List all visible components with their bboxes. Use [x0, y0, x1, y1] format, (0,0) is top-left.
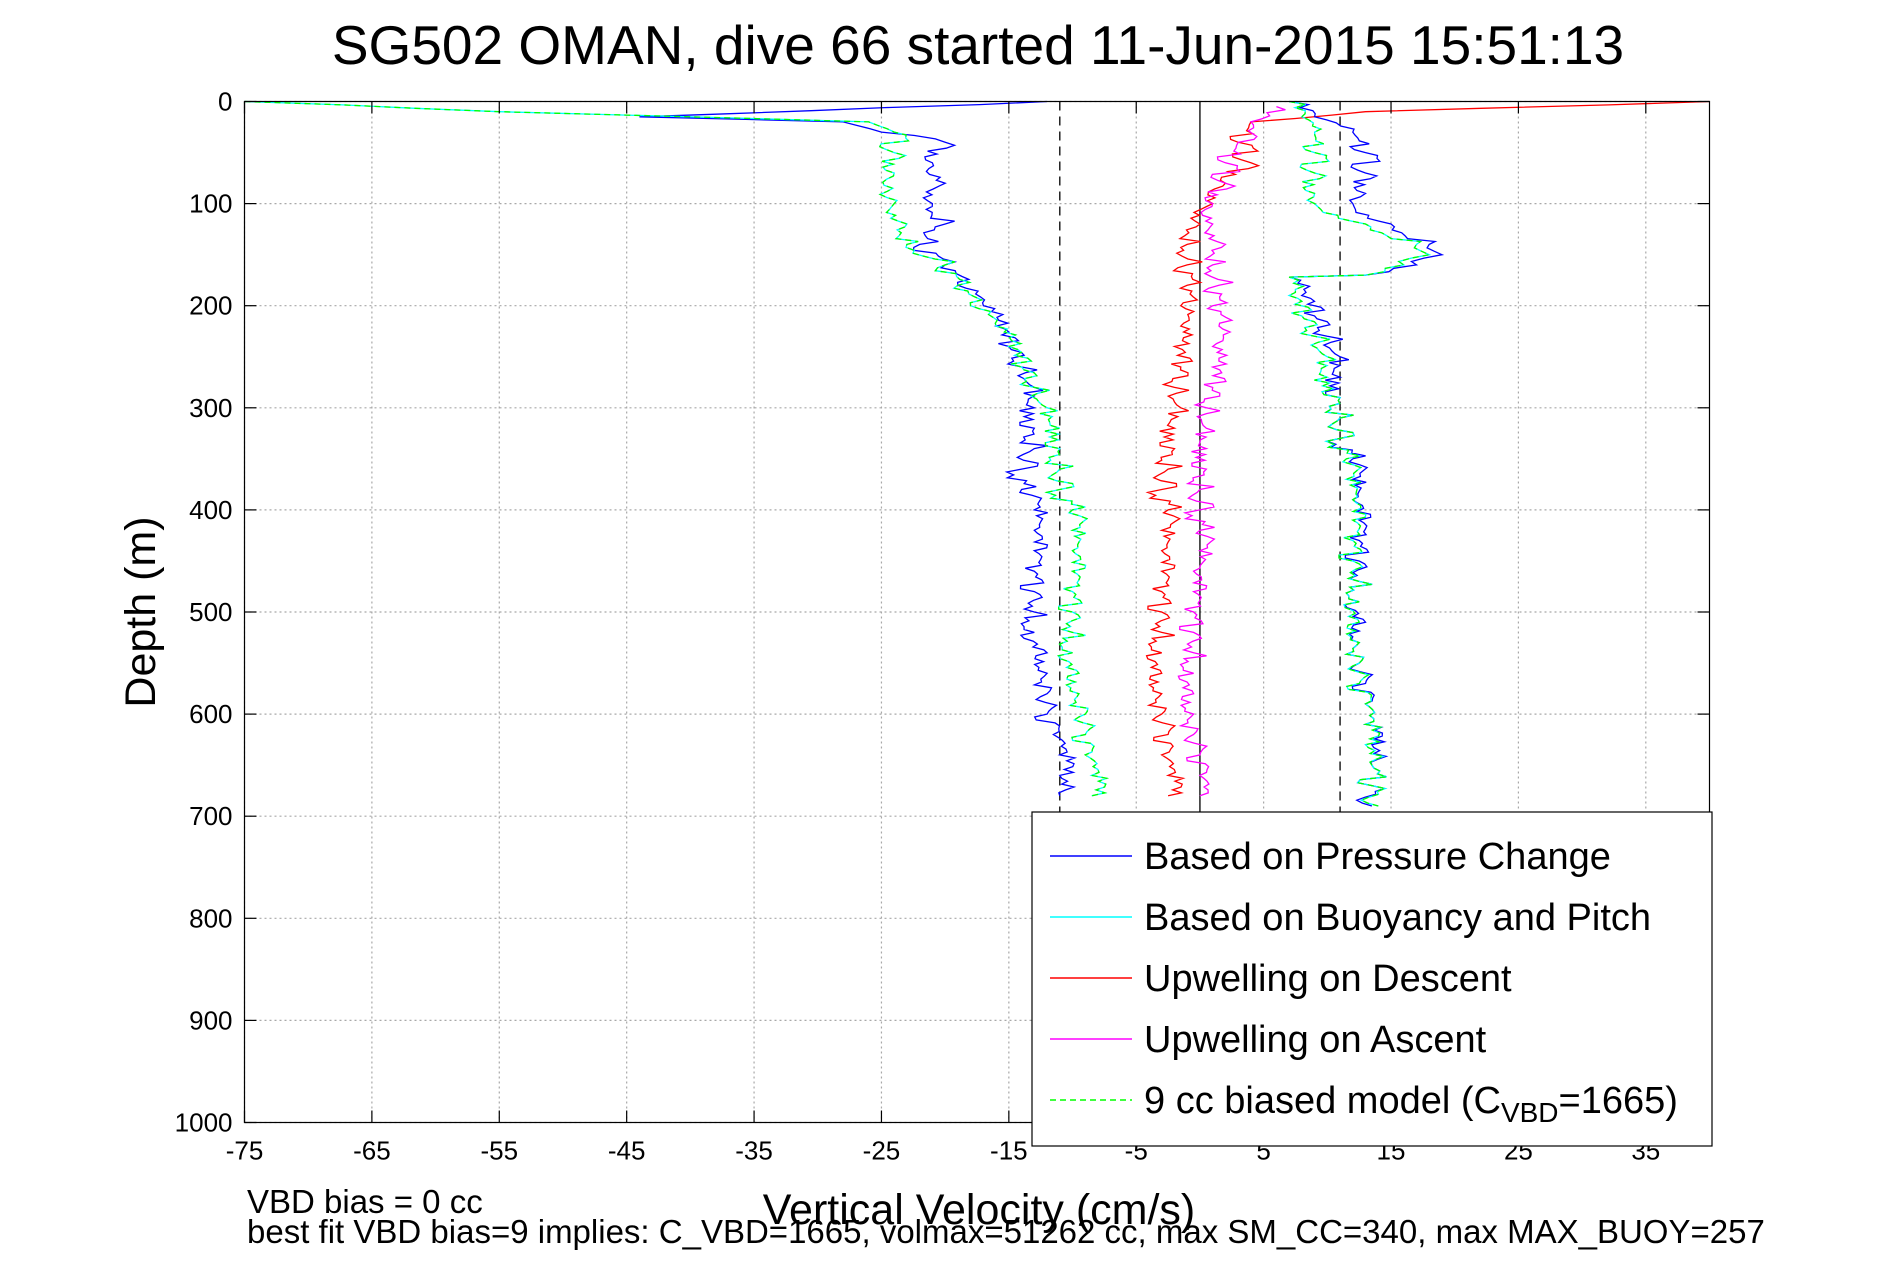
y-tick-label: 0 [218, 87, 232, 117]
legend-label-text: Upwelling on Ascent [1144, 1019, 1487, 1061]
y-tick-labels: 0 100 200 300 400 500 600 700 800 900 1000 [175, 87, 233, 1138]
x-tick-label: -25 [863, 1136, 901, 1166]
chart-title: SG502 OMAN, dive 66 started 11-Jun-2015 … [332, 14, 1624, 76]
legend-label-3: Upwelling on Ascent [1144, 1019, 1487, 1061]
legend-label-0: Based on Pressure Change [1144, 836, 1611, 878]
legend-label-text: Based on Pressure Change [1144, 836, 1611, 878]
series-line-5 [1288, 100, 1445, 807]
legend-label-2: Upwelling on Descent [1144, 958, 1512, 1000]
series-line-4 [244, 100, 1110, 797]
legend-label-subscript: VBD [1501, 1097, 1559, 1128]
legend-label-text: 9 cc biased model (C [1144, 1080, 1501, 1122]
series-line-7 [1287, 100, 1432, 807]
legend-label-1: Based on Buoyancy and Pitch [1144, 897, 1651, 939]
y-tick-label: 900 [189, 1005, 232, 1035]
legend-label-suffix: =1665) [1559, 1080, 1678, 1122]
x-axis-label: Vertical Velocity (cm/s) [763, 1186, 1196, 1234]
y-tick-label: 800 [189, 903, 232, 933]
x-tick-label: -65 [353, 1136, 391, 1166]
x-tick-label: -75 [226, 1136, 264, 1166]
y-tick-label: 200 [189, 291, 232, 321]
series-line-2 [1145, 100, 1710, 797]
y-tick-label: 300 [189, 393, 232, 423]
legend: Based on Pressure Change Based on Buoyanc… [1031, 811, 1713, 1147]
y-tick-label: 400 [189, 495, 232, 525]
legend-label-4: 9 cc biased model (CVBD=1665) [1144, 1080, 1678, 1128]
x-tick-label: -15 [990, 1136, 1028, 1166]
legend-label-text: Based on Buoyancy and Pitch [1144, 897, 1651, 939]
y-tick-label: 700 [189, 801, 232, 831]
x-tick-label: -55 [480, 1136, 518, 1166]
x-tick-label: -45 [608, 1136, 646, 1166]
y-tick-label: 600 [189, 699, 232, 729]
y-tick-label: 1000 [175, 1108, 233, 1138]
note-best-fit: best fit VBD bias=9 implies: C_VBD=1665,… [247, 1213, 1765, 1250]
series-line-3 [1177, 105, 1286, 797]
x-tick-label: -35 [735, 1136, 773, 1166]
legend-label-text: Upwelling on Descent [1144, 958, 1512, 1000]
legend-box [1031, 811, 1713, 1147]
y-tick-label: 500 [189, 597, 232, 627]
y-tick-label: 100 [189, 189, 232, 219]
series-line-0 [639, 100, 1078, 797]
y-axis-label: Depth (m) [117, 516, 165, 707]
note-vbd-bias: VBD bias = 0 cc [247, 1183, 483, 1220]
